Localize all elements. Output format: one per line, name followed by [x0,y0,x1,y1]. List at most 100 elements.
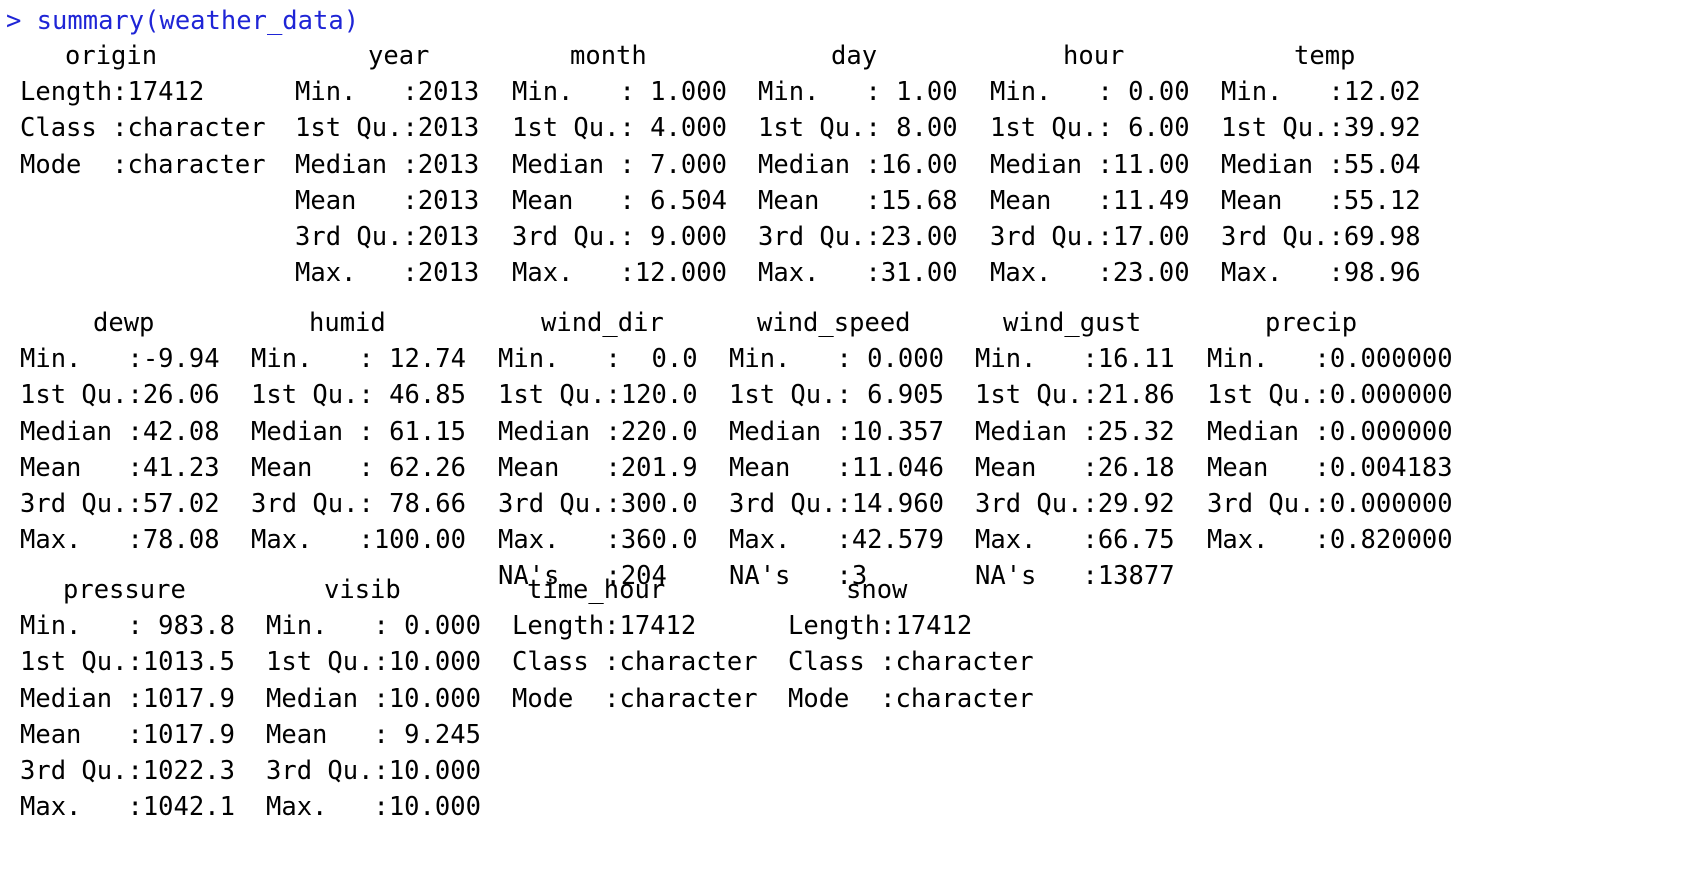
summary-column-pressure: pressure Min. : 983.8 1st Qu.:1013.5 Med… [20,572,250,825]
summary-row: 1st Qu.:21.86 [975,380,1175,411]
summary-row: Mean : 6.504 [512,185,727,216]
column-header: year [368,41,430,71]
summary-row: NA's :204 [498,561,667,592]
summary-row: Max. :31.00 [758,258,958,289]
summary-column-visib: visib Min. : 0.000 1st Qu.:10.000 Median… [266,572,496,825]
summary-row: Max. :360.0 [498,525,698,556]
summary-row: Min. : 1.000 [512,77,727,108]
summary-row: 3rd Qu.:0.000000 [1207,488,1453,519]
summary-row: Min. : 0.000 [266,611,481,642]
console-command-line: > summary(weather_data) [0,3,1690,39]
summary-column-precip: precip Min. :0.000000 1st Qu.:0.000000 M… [1207,305,1467,558]
summary-row: Median :42.08 [20,416,220,447]
summary-row: Length:17412 [512,611,697,642]
summary-column-dewp: dewp Min. :-9.94 1st Qu.:26.06 Median :4… [20,305,235,558]
column-header: precip [1265,308,1358,338]
summary-row: Class :character [20,113,266,144]
column-header: day [831,41,878,71]
summary-row: 3rd Qu.:14.960 [729,488,944,519]
summary-row: Min. :16.11 [975,344,1175,375]
summary-row: Mode :character [788,683,1034,714]
summary-row: Median : 61.15 [251,416,466,447]
summary-row: Min. : 983.8 [20,611,235,642]
summary-row: Max. :100.00 [251,525,466,556]
summary-row: Mean : 62.26 [251,452,466,483]
summary-row: 1st Qu.:10.000 [266,647,481,678]
column-header: humid [309,308,386,338]
summary-row: 1st Qu.: 4.000 [512,113,727,144]
summary-row: Min. : 1.00 [758,77,958,108]
summary-row: Mean :55.12 [1221,185,1421,216]
summary-row: Max. :0.820000 [1207,525,1453,556]
summary-row: Max. :78.08 [20,525,220,556]
summary-row: Median :25.32 [975,416,1175,447]
column-header: visib [324,575,401,605]
summary-row: Min. : 12.74 [251,344,466,375]
summary-row: 3rd Qu.:300.0 [498,488,698,519]
summary-row: Median :10.357 [729,416,944,447]
column-header: month [570,41,647,71]
summary-row: Min. :-9.94 [20,344,220,375]
summary-column-snow: snow Length:17412 Class :character Mode … [788,572,1038,717]
summary-row: Max. :1042.1 [20,792,235,823]
summary-row: Mean :11.046 [729,452,944,483]
console-prompt: > [6,6,22,36]
summary-row: Mean :1017.9 [20,719,235,750]
summary-row: 1st Qu.:0.000000 [1207,380,1453,411]
summary-row: 1st Qu.:39.92 [1221,113,1421,144]
console-command: summary(weather_data) [36,6,360,36]
summary-column-temp: temp Min. :12.02 1st Qu.:39.92 Median :5… [1221,38,1436,291]
summary-row: 3rd Qu.:2013 [295,221,480,252]
summary-row: Mean :0.004183 [1207,452,1453,483]
summary-row: Median :1017.9 [20,683,235,714]
summary-row: Median :16.00 [758,149,958,180]
summary-row: Min. : 0.0 [498,344,698,375]
column-header: dewp [93,308,155,338]
summary-column-humid: humid Min. : 12.74 1st Qu.: 46.85 Median… [251,305,481,558]
summary-row: Mean :41.23 [20,452,220,483]
column-header: wind_dir [541,308,664,338]
summary-row: Mean : 9.245 [266,719,481,750]
summary-row: Median :55.04 [1221,149,1421,180]
summary-row: Max. :42.579 [729,525,944,556]
summary-column-wind-gust: wind_gust Min. :16.11 1st Qu.:21.86 Medi… [975,305,1190,595]
summary-column-day: day Min. : 1.00 1st Qu.: 8.00 Median :16… [758,38,973,291]
column-header: temp [1294,41,1356,71]
summary-row: Max. :10.000 [266,792,481,823]
summary-row: Median :10.000 [266,683,481,714]
summary-row: 3rd Qu.:1022.3 [20,755,235,786]
summary-row: Min. : 0.000 [729,344,944,375]
summary-row: 1st Qu.:2013 [295,113,480,144]
summary-row: Class :character [788,647,1034,678]
summary-row: 3rd Qu.: 78.66 [251,488,466,519]
summary-row: Mean :26.18 [975,452,1175,483]
summary-row: NA's :13877 [975,561,1175,592]
summary-row: 1st Qu.: 46.85 [251,380,466,411]
summary-column-wind-speed: wind_speed Min. : 0.000 1st Qu.: 6.905 M… [729,305,959,595]
column-header: origin [65,41,158,71]
summary-row: 3rd Qu.: 9.000 [512,221,727,252]
summary-row: Median :2013 [295,149,480,180]
summary-row: Max. :23.00 [990,258,1190,289]
summary-row: Max. :12.000 [512,258,727,289]
summary-column-year: year Min. :2013 1st Qu.:2013 Median :201… [295,38,495,291]
summary-row: 1st Qu.: 6.905 [729,380,944,411]
column-header: snow [846,575,908,605]
column-header: wind_gust [1003,308,1142,338]
summary-row: 1st Qu.:1013.5 [20,647,235,678]
summary-row: 1st Qu.: 6.00 [990,113,1190,144]
summary-row: 3rd Qu.:10.000 [266,755,481,786]
column-header: wind_speed [757,308,911,338]
summary-row: 1st Qu.:120.0 [498,380,698,411]
summary-row: 1st Qu.: 8.00 [758,113,958,144]
summary-row: 3rd Qu.:29.92 [975,488,1175,519]
summary-row: Median :220.0 [498,416,698,447]
summary-row: Median :0.000000 [1207,416,1453,447]
summary-column-origin: origin Length:17412 Class :character Mod… [20,38,266,183]
summary-column-time-hour: time_hour Length:17412 Class :character … [512,572,762,717]
summary-row: Median : 7.000 [512,149,727,180]
summary-row: Median :11.00 [990,149,1190,180]
summary-row: Max. :2013 [295,258,480,289]
summary-row: Max. :66.75 [975,525,1175,556]
